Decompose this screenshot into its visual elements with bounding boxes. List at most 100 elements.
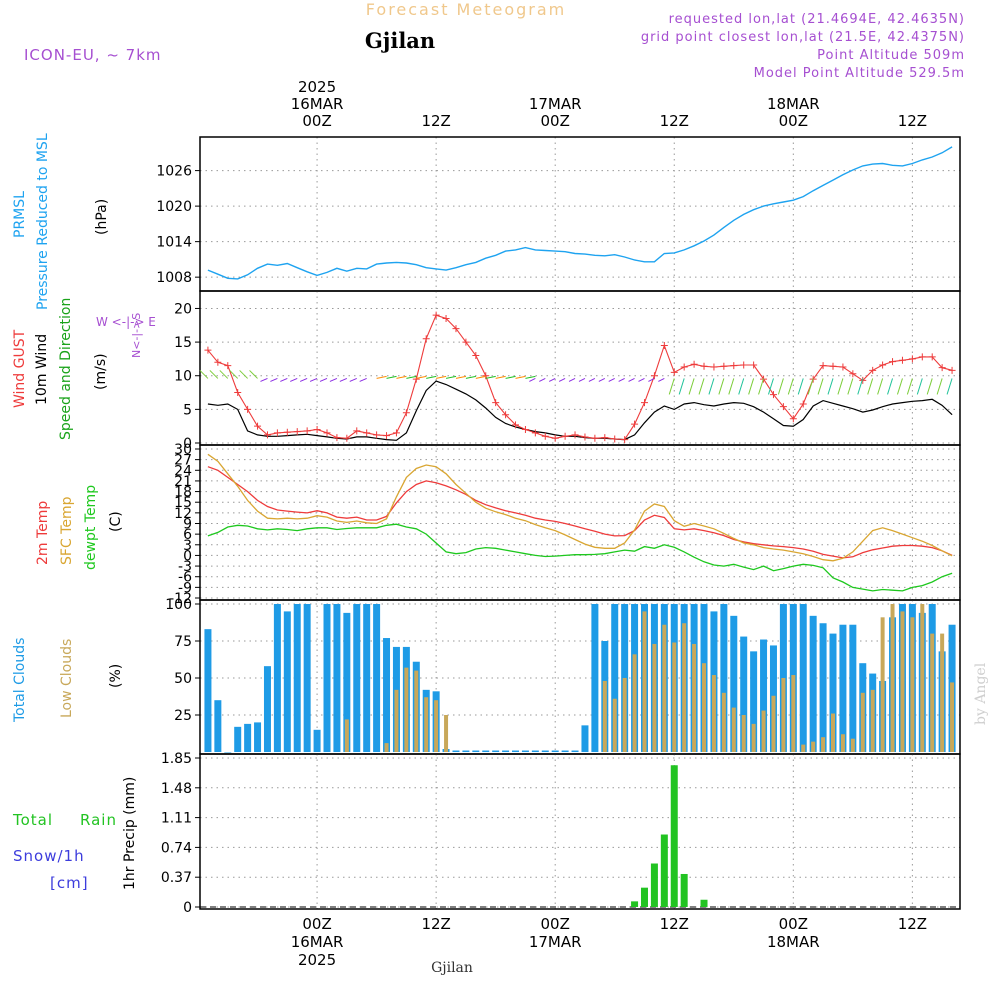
requested-coords: requested lon,lat (21.4694E, 42.4635N) xyxy=(669,12,965,27)
total-cloud-bar xyxy=(214,700,222,752)
low-cloud-bar xyxy=(811,741,816,752)
total-cloud-bar xyxy=(502,750,510,752)
low-cloud-bar xyxy=(612,698,617,752)
y-tick-label: 75 xyxy=(174,634,192,650)
wind-dir-arrow xyxy=(678,378,685,395)
compass-we: W <-|-> E xyxy=(96,315,156,329)
cloud-unit: (%) xyxy=(108,664,124,688)
wind-dir-arrow xyxy=(728,378,735,395)
total-cloud-bar xyxy=(720,604,728,752)
gust-marker xyxy=(244,405,252,413)
wind-dir-arrow xyxy=(926,378,933,395)
wind-dir-arrow xyxy=(505,375,516,379)
gust-marker xyxy=(353,427,361,435)
gust-marker xyxy=(670,368,678,376)
gust-marker xyxy=(402,409,410,417)
gust-marker xyxy=(948,366,956,374)
low-cloud-bar xyxy=(414,670,419,752)
pressure-msl-label: Pressure Reduced to MSL xyxy=(35,133,51,310)
total-cloud-bar xyxy=(254,722,262,752)
y-tick-label: 12 xyxy=(174,506,192,522)
model-altitude: Model Point Altitude 529.5m xyxy=(754,66,965,81)
gust-marker xyxy=(621,436,629,444)
wind-dir-arrow xyxy=(290,377,298,382)
y-tick-label: -9 xyxy=(178,580,192,596)
wind-dir-arrow xyxy=(568,377,576,382)
total-cloud-bar xyxy=(740,636,748,752)
dew-label: dewpt Temp xyxy=(83,485,99,570)
wind-dir-arrow xyxy=(495,375,506,379)
y-tick-label: 24 xyxy=(174,463,192,479)
top-time-label: 12Z xyxy=(421,112,450,130)
low-cloud-bar xyxy=(940,633,945,752)
gust-marker xyxy=(561,432,569,440)
bottom-time-label: 00Z xyxy=(541,915,570,933)
wind-dir-arrow xyxy=(376,375,387,379)
wind-dir-arrow xyxy=(199,370,209,379)
y-tick-label: 0.74 xyxy=(161,840,192,856)
total-cloud-bar xyxy=(521,750,529,752)
wind-dir-arrow xyxy=(588,377,596,382)
total-cloud-bar xyxy=(263,666,271,752)
wind-dir-arrow xyxy=(270,377,278,382)
total-cloud-bar xyxy=(234,726,242,752)
total-cloud-bar xyxy=(452,750,460,752)
gust-marker xyxy=(889,358,897,366)
total-cloud-bar xyxy=(849,624,857,752)
wind-dir-arrow xyxy=(515,375,526,379)
y-tick-label: 3 xyxy=(183,538,192,554)
gust-marker xyxy=(551,434,559,442)
y-tick-label: 50 xyxy=(174,671,192,687)
gust-marker xyxy=(928,353,936,361)
top-time-label: 12Z xyxy=(898,112,927,130)
rain-bar xyxy=(700,899,708,907)
wind-dir-arrow xyxy=(668,378,675,395)
low-cloud-bar xyxy=(344,719,349,752)
low-cloud-bar xyxy=(890,604,895,752)
wind-dir-arrow xyxy=(299,377,308,382)
wind-dir-arrow xyxy=(827,378,834,395)
gust-marker xyxy=(710,363,718,371)
wind-dir-arrow xyxy=(548,377,556,382)
total-cloud-bar xyxy=(760,639,768,752)
wind-dir-arrow xyxy=(837,378,844,395)
gust-marker xyxy=(680,363,688,371)
precip-panel: 0 0.37 0.74 1.11 1.48 1.85 xyxy=(161,751,961,916)
t2m-line xyxy=(207,466,953,559)
wind-dir-arrow xyxy=(718,378,725,395)
gust-marker xyxy=(442,315,450,323)
low-cloud-bar xyxy=(761,710,766,752)
low-cloud-bar xyxy=(394,689,399,752)
wind-dir-arrow xyxy=(359,377,367,382)
bottom-time-label: 16MAR xyxy=(291,933,344,951)
gust-marker xyxy=(869,366,877,374)
low-cloud-bar xyxy=(384,743,389,752)
wind-dir-arrow xyxy=(558,377,566,382)
wind-dir-arrow xyxy=(280,377,288,382)
gust-marker xyxy=(690,360,698,368)
wind-dir-arrow xyxy=(539,377,546,382)
low-cloud-bar xyxy=(404,667,409,752)
total-cloud-bar xyxy=(224,752,232,753)
wind10-line xyxy=(207,380,953,441)
gust-marker xyxy=(234,389,242,397)
top-time-label: 12Z xyxy=(660,112,689,130)
total-cloud-bar xyxy=(333,604,341,752)
total-cloud-bar xyxy=(750,651,758,752)
wind-dir-arrow xyxy=(658,377,665,382)
gust-marker xyxy=(740,361,748,369)
panel-frame xyxy=(199,753,961,910)
rain-bar xyxy=(680,873,688,907)
total-cloud-bar xyxy=(313,729,321,752)
gust-marker xyxy=(293,428,301,436)
y-tick-label: 100 xyxy=(165,597,192,613)
cloud-panel: 25 50 75 100 xyxy=(165,597,961,755)
wind-dir-arrow xyxy=(349,377,357,382)
gust-marker xyxy=(789,415,797,423)
total-cloud-bar xyxy=(363,604,371,752)
gust-marker xyxy=(422,335,430,343)
top-time-label: 00Z xyxy=(779,112,808,130)
wind-dir-arrow xyxy=(260,377,268,382)
wind-dir-arrow xyxy=(455,375,467,379)
gust-marker xyxy=(908,355,916,363)
